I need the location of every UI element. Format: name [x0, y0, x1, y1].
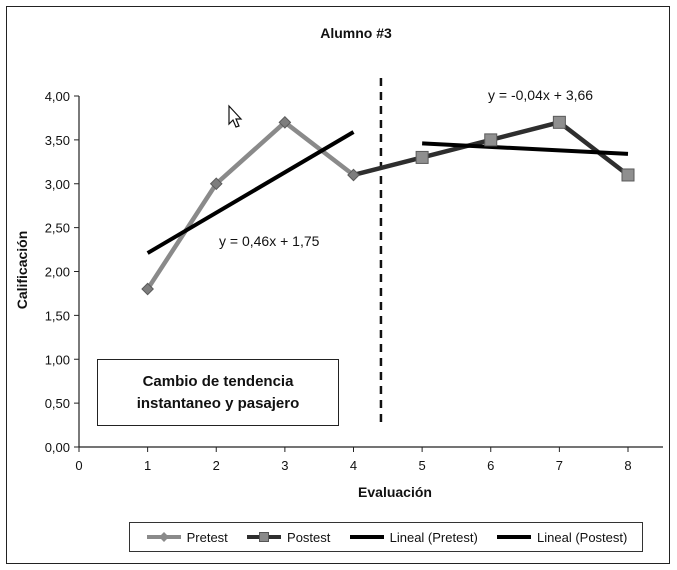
- legend-label-lineal-postest: Lineal (Postest): [537, 529, 628, 545]
- y-tick-label: 2,50: [45, 221, 70, 236]
- x-tick-label: 0: [75, 458, 82, 473]
- data-point-postest: [415, 150, 429, 164]
- legend-item-lineal-postest: Lineal (Postest): [495, 530, 627, 545]
- x-tick-label: 1: [144, 458, 151, 473]
- y-tick-label: 3,50: [45, 133, 70, 148]
- pretest-swatch-icon: [146, 532, 181, 542]
- legend-label-lineal-pretest: Lineal (Pretest): [389, 529, 478, 545]
- trendline-pretest: [146, 130, 355, 255]
- annotation-line-2: instantaneo y pasajero: [136, 394, 300, 412]
- data-point-pretest: [209, 177, 223, 191]
- x-tick-label: 8: [624, 458, 631, 473]
- data-point-postest: [484, 133, 498, 147]
- y-tick-label: 2,00: [45, 265, 70, 280]
- legend-label-postest: Postest: [287, 529, 331, 545]
- data-point-pretest: [141, 282, 154, 296]
- y-tick-label: 1,50: [45, 308, 70, 323]
- annotation-line-1: Cambio de tendencia: [142, 372, 294, 390]
- x-tick-label: 5: [419, 458, 426, 473]
- y-tick-label: 0,50: [45, 396, 70, 411]
- lineal-pretest-swatch-icon: [349, 535, 384, 539]
- legend-item-pretest: Pretest: [145, 530, 228, 545]
- x-tick-label: 6: [487, 458, 494, 473]
- data-point-postest: [621, 168, 635, 182]
- annotation-box: Cambio de tendencia instantaneo y pasaje…: [97, 359, 339, 426]
- data-point-pretest: [347, 168, 360, 182]
- x-tick-label: 4: [350, 458, 357, 473]
- lineal-postest-swatch-icon: [497, 535, 532, 539]
- y-axis-label: Calificación: [14, 231, 30, 310]
- x-tick-label: 7: [556, 458, 563, 473]
- y-tick-label: 3,00: [45, 177, 70, 192]
- series-line-pretest: [145, 120, 355, 291]
- x-tick-label: 2: [213, 458, 220, 473]
- legend-label-pretest: Pretest: [186, 529, 228, 545]
- legend-item-lineal-pretest: Lineal (Pretest): [348, 530, 478, 545]
- trendline-postest: [422, 141, 629, 156]
- y-tick-label: 0,00: [45, 440, 70, 455]
- y-tick-label: 1,00: [45, 352, 70, 367]
- chart-frame: [6, 6, 670, 564]
- x-axis-label: Evaluación: [358, 484, 432, 500]
- y-tick-label: 4,00: [45, 89, 70, 104]
- data-point-pretest: [278, 115, 292, 129]
- trendline-pretest-equation: y = 0,46x + 1,75: [219, 233, 320, 249]
- x-tick-label: 3: [281, 458, 288, 473]
- trendline-postest-equation: y = -0,04x + 3,66: [488, 87, 593, 103]
- chart-title: Alumno #3: [320, 25, 392, 41]
- postest-swatch-icon: [247, 532, 282, 542]
- legend-item-postest: Postest: [245, 530, 330, 545]
- data-point-postest: [552, 115, 566, 129]
- mouse-cursor-icon: [228, 104, 243, 128]
- chart-legend: Pretest Postest Lineal (Pretest) Lineal …: [129, 522, 643, 552]
